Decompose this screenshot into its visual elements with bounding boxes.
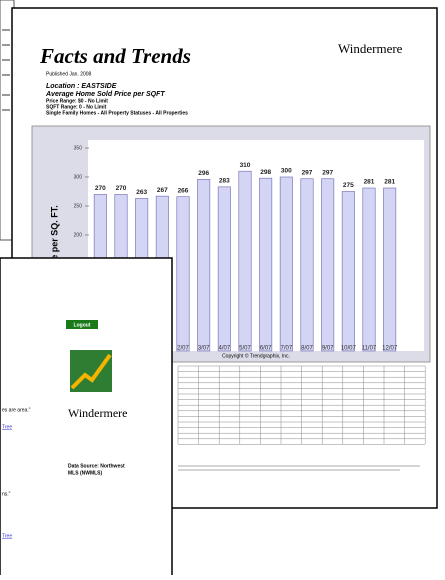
value-label: 263	[136, 189, 147, 196]
filter: Price Range: $0 - No Limit	[46, 98, 108, 104]
front-brand: Windermere	[68, 406, 127, 420]
x-tick-label: 11/07	[362, 346, 377, 352]
y-tick-label: 300	[74, 174, 83, 180]
location: Location : EASTSIDE	[46, 83, 117, 90]
bar	[383, 187, 397, 352]
x-tick-label: 12/07	[382, 346, 398, 352]
filter: SQFT Range: 0 - No Limit	[46, 104, 107, 110]
value-label: 310	[240, 162, 251, 169]
logout-label[interactable]: Logout	[74, 322, 91, 328]
value-label: 281	[384, 179, 395, 186]
logout-button[interactable]	[66, 320, 98, 329]
x-tick-label: 9/07	[322, 346, 334, 352]
y-tick-label: 200	[74, 232, 83, 238]
brand: Windermere	[338, 41, 403, 56]
front-page-sheet	[0, 257, 173, 580]
report-title: Facts and Trends	[39, 44, 191, 68]
bar	[321, 178, 335, 352]
x-tick-label: 7/07	[280, 346, 292, 352]
snippet: ns."	[2, 491, 11, 497]
back-page-lines	[2, 29, 10, 111]
bar	[300, 178, 314, 352]
value-label: 297	[322, 169, 333, 176]
value-label: 298	[260, 169, 271, 176]
bar	[238, 170, 252, 352]
y-tick-label: 350	[74, 145, 83, 151]
bar	[341, 191, 355, 352]
value-label: 275	[343, 182, 354, 189]
x-tick-label: 6/07	[260, 346, 272, 352]
copyright: Copyright © Trendgraphix, Inc.	[222, 352, 290, 359]
x-tick-label: 2/07	[177, 346, 189, 352]
y-tick-label: 250	[74, 203, 83, 209]
published: Published Jan. 2008	[46, 71, 92, 77]
link[interactable]: Tree	[2, 533, 12, 539]
bar	[176, 196, 190, 352]
value-label: 270	[95, 185, 106, 192]
x-tick-label: 8/07	[301, 346, 313, 352]
x-tick-label: 5/07	[239, 346, 251, 352]
x-tick-label: 4/07	[218, 346, 230, 352]
value-label: 283	[219, 178, 230, 185]
value-label: 270	[116, 185, 127, 192]
bar	[197, 179, 211, 352]
value-label: 297	[302, 169, 313, 176]
bar	[259, 177, 273, 352]
bar	[362, 187, 376, 352]
data-table	[177, 365, 426, 445]
bar	[279, 176, 293, 352]
snippet: es are area."	[2, 407, 31, 413]
x-tick-label: 10/07	[341, 346, 357, 352]
data-source: MLS (NWMLS)	[68, 470, 102, 476]
value-label: 281	[364, 179, 375, 186]
data-source: Data Source: Northwest	[68, 463, 125, 469]
filter: Single Family Homes - All Property Statu…	[46, 110, 188, 116]
value-label: 296	[198, 170, 209, 177]
front-page: Logout Windermere Data Source: Northwest…	[0, 257, 173, 580]
value-label: 300	[281, 168, 292, 175]
x-tick-label: 3/07	[198, 346, 210, 352]
trend-arrow	[70, 353, 112, 390]
link[interactable]: Tree	[2, 424, 12, 430]
bar	[217, 186, 231, 352]
value-label: 266	[178, 187, 189, 194]
y-axis-label: ce per SQ. FT.	[49, 205, 59, 265]
subtitle: Average Home Sold Price per SQFT	[45, 91, 165, 98]
value-label: 267	[157, 187, 168, 194]
footnote-lines	[178, 465, 420, 471]
